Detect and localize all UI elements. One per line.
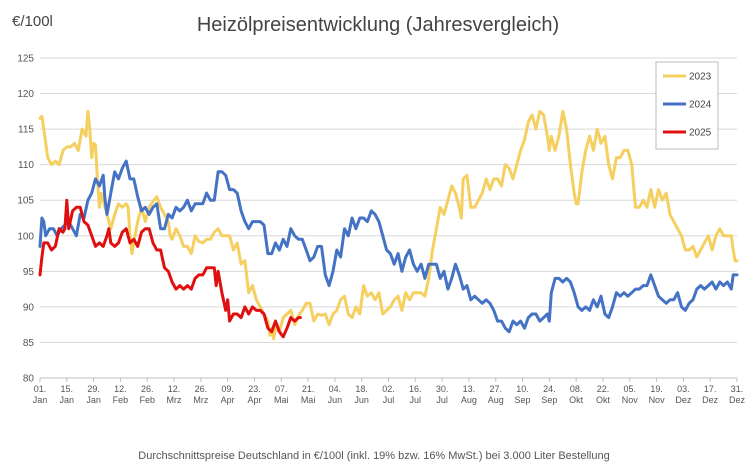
x-tick-label-month: Mai: [274, 395, 289, 405]
x-tick-label-month: Jul: [383, 395, 395, 405]
x-tick-label-day: 15.: [61, 384, 74, 394]
chart-title: Heizölpreisentwicklung (Jahresvergleich): [197, 14, 559, 36]
x-axis-ticks: 01.Jan15.Jan29.Jan12.Feb26.Feb12.Mrz26.M…: [33, 378, 746, 405]
x-tick-label-day: 31.: [731, 384, 744, 394]
x-tick-label-month: Jun: [354, 395, 369, 405]
x-tick-label-day: 17.: [704, 384, 717, 394]
x-tick-label-month: Apr: [221, 395, 235, 405]
x-tick-label-day: 13.: [463, 384, 476, 394]
x-tick-label-month: Jul: [436, 395, 448, 405]
y-tick-label: 110: [18, 160, 34, 171]
x-tick-label-month: Mrz: [193, 395, 208, 405]
x-tick-label-day: 26.: [141, 384, 154, 394]
y-tick-label: 85: [23, 338, 35, 349]
x-tick-label-day: 21.: [302, 384, 315, 394]
x-tick-label-month: Okt: [569, 395, 584, 405]
chart-caption: Durchschnittspreise Deutschland in €/100…: [138, 450, 609, 462]
x-tick-label-day: 26.: [195, 384, 208, 394]
y-tick-label: 105: [17, 196, 34, 207]
x-tick-label-month: Mai: [301, 395, 316, 405]
y-axis-unit: €/100l: [12, 13, 53, 30]
grid-lines: [40, 57, 737, 379]
series-line-2023: [38, 109, 739, 341]
series-lines: [38, 109, 739, 341]
legend-label-2023: 2023: [689, 72, 712, 83]
x-tick-label-day: 19.: [650, 384, 663, 394]
x-tick-label-day: 05.: [624, 384, 637, 394]
x-tick-label-day: 16.: [409, 384, 422, 394]
x-tick-label-month: Jul: [410, 395, 422, 405]
x-tick-label-day: 07.: [275, 384, 288, 394]
legend-label-2025: 2025: [689, 128, 712, 139]
x-tick-label-month: Feb: [139, 395, 155, 405]
x-tick-label-month: Jan: [60, 395, 75, 405]
x-tick-label-month: Apr: [247, 395, 261, 405]
x-tick-label-day: 02.: [382, 384, 395, 394]
x-tick-label-month: Sep: [541, 395, 557, 405]
series-line-2025: [38, 198, 302, 339]
x-tick-label-month: Mrz: [167, 395, 182, 405]
legend: 2023 2024 2025: [655, 61, 719, 150]
series-line-2024: [38, 159, 739, 334]
x-tick-label-day: 01.: [34, 384, 47, 394]
x-tick-label-month: Jun: [328, 395, 343, 405]
y-tick-label: 100: [17, 231, 34, 242]
y-tick-label: 115: [18, 125, 34, 136]
x-tick-label-month: Okt: [596, 395, 611, 405]
x-tick-label-month: Jan: [33, 395, 48, 405]
x-tick-label-day: 03.: [677, 384, 690, 394]
x-tick-label-month: Jan: [86, 395, 101, 405]
x-tick-label-month: Nov: [649, 395, 666, 405]
x-tick-label-day: 10.: [516, 384, 529, 394]
y-tick-label: 125: [17, 54, 34, 65]
y-tick-label: 90: [23, 302, 35, 313]
x-tick-label-month: Dez: [675, 395, 692, 405]
x-tick-label-day: 22.: [597, 384, 610, 394]
x-tick-label-day: 12.: [168, 384, 181, 394]
y-tick-label: 95: [23, 267, 35, 278]
x-tick-label-day: 18.: [355, 384, 368, 394]
x-tick-label-day: 24.: [543, 384, 556, 394]
y-tick-label: 80: [23, 374, 35, 385]
x-tick-label-day: 08.: [570, 384, 583, 394]
x-tick-label-day: 12.: [114, 384, 127, 394]
x-tick-label-day: 27.: [489, 384, 502, 394]
x-tick-label-day: 04.: [329, 384, 342, 394]
x-tick-label-month: Feb: [113, 395, 129, 405]
y-axis-ticks: 80 85 90 95 100 105 110 115 120 125: [17, 54, 34, 385]
x-tick-label-month: Dez: [729, 395, 746, 405]
x-tick-label-day: 23.: [248, 384, 261, 394]
legend-label-2024: 2024: [689, 100, 712, 111]
x-tick-label-day: 09.: [221, 384, 234, 394]
x-tick-label-month: Aug: [488, 395, 504, 405]
x-tick-label-day: 29.: [87, 384, 100, 394]
x-tick-label-month: Dez: [702, 395, 719, 405]
y-tick-label: 120: [17, 89, 34, 100]
x-tick-label-month: Nov: [622, 395, 639, 405]
x-tick-label-day: 30.: [436, 384, 449, 394]
x-tick-label-month: Sep: [515, 395, 531, 405]
x-tick-label-month: Aug: [461, 395, 477, 405]
